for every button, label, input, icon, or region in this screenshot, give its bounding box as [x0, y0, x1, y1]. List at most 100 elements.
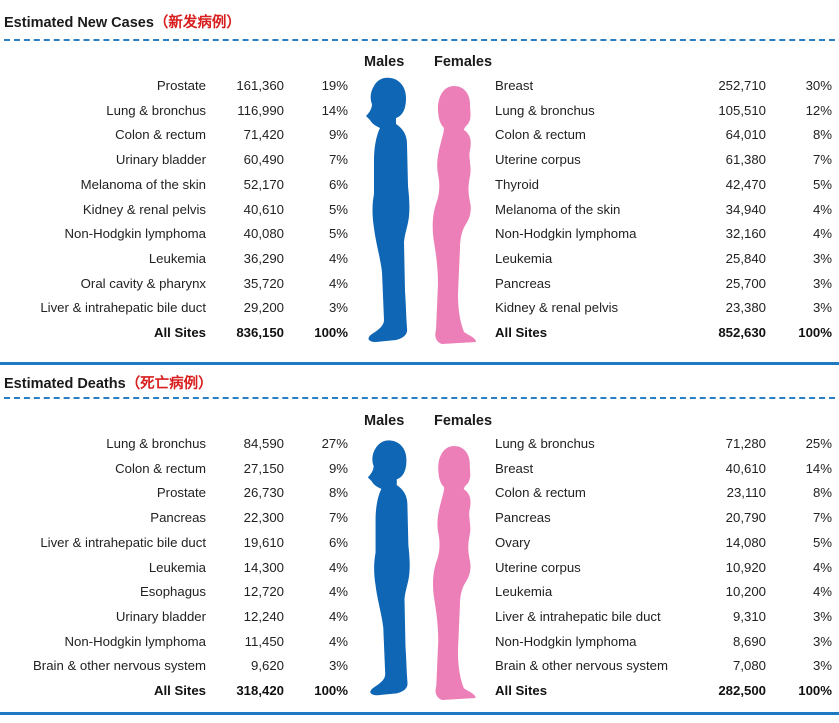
- case-count: 27,150: [243, 460, 284, 476]
- percentage: 3%: [812, 608, 832, 624]
- percentage: 3%: [328, 300, 348, 316]
- percentage: 6%: [328, 176, 348, 192]
- table-row: Pancreas 20,790 7%: [0, 508, 839, 528]
- deaths-panel: Estimated Deaths（死亡病例） Males Females Lun…: [0, 366, 839, 723]
- case-count: 12,240: [243, 608, 284, 624]
- site-label: Non-Hodgkin lymphoma: [495, 226, 637, 242]
- site-label: Breast: [495, 78, 534, 93]
- site-label: Pancreas: [495, 275, 551, 291]
- site-label: Prostate: [156, 485, 206, 501]
- table-row: Prostate 161,360 19%: [0, 76, 839, 96]
- table-row: Leukemia 14,300 4%: [0, 558, 839, 578]
- case-count: 23,110: [726, 485, 766, 501]
- site-label: Leukemia: [495, 250, 553, 266]
- case-count: 11,450: [244, 633, 284, 649]
- case-count: 60,490: [243, 152, 284, 168]
- site-label: Kidney & renal pelvis: [495, 300, 619, 316]
- site-label: Lung & bronchus: [106, 436, 206, 451]
- table-row: Colon & rectum 64,010 8%: [0, 125, 839, 145]
- case-count: 836,150: [236, 325, 284, 340]
- case-count: 23,380: [725, 300, 766, 316]
- site-label: Esophagus: [140, 584, 206, 600]
- site-label: Melanoma of the skin: [495, 201, 621, 217]
- case-count: 64,010: [725, 127, 766, 143]
- table-row: Uterine corpus 61,380 7%: [0, 150, 839, 170]
- site-label: Non-Hodgkin lymphoma: [495, 633, 637, 649]
- percentage: 9%: [328, 460, 348, 476]
- case-count: 52,170: [243, 176, 284, 192]
- case-count: 252,710: [718, 78, 766, 93]
- table-row: All Sites 852,630 100%: [0, 323, 839, 343]
- table-row: Urinary bladder 60,490 7%: [0, 150, 839, 170]
- site-label: Non-Hodgkin lymphoma: [64, 633, 206, 649]
- percentage: 7%: [328, 152, 348, 168]
- table-row: Non-Hodgkin lymphoma 8,690 3%: [0, 632, 839, 652]
- table-row: Urinary bladder 12,240 4%: [0, 607, 839, 627]
- table-row: Lung & bronchus 116,990 14%: [0, 101, 839, 121]
- site-label: Lung & bronchus: [106, 102, 206, 118]
- site-label: Ovary: [495, 534, 531, 550]
- table-row: Pancreas 22,300 7%: [0, 508, 839, 528]
- table-row: Thyroid 42,470 5%: [0, 175, 839, 195]
- site-label: Colon & rectum: [495, 127, 586, 143]
- table-row: Kidney & renal pelvis 23,380 3%: [0, 298, 839, 318]
- percentage: 4%: [812, 201, 832, 217]
- male-silhouette-icon: [366, 77, 410, 343]
- case-count: 9,310: [732, 608, 766, 624]
- site-label: Pancreas: [495, 510, 551, 526]
- new-cases-panel: Estimated New Cases（新发病例） Males Females …: [0, 15, 839, 344]
- deaths-title: Estimated Deaths（死亡病例）: [4, 372, 213, 393]
- case-count: 26,730: [243, 485, 284, 501]
- percentage: 30%: [805, 78, 832, 93]
- table-row: Liver & intrahepatic bile duct 19,610 6%: [0, 533, 839, 553]
- case-count: 40,610: [725, 460, 766, 476]
- site-label: Liver & intrahepatic bile duct: [40, 534, 206, 550]
- case-count: 40,080: [243, 226, 284, 242]
- site-label: All Sites: [495, 325, 548, 340]
- table-row: Brain & other nervous system 9,620 3%: [0, 656, 839, 676]
- site-label: Lung & bronchus: [495, 436, 595, 451]
- case-count: 22,300: [243, 510, 284, 526]
- table-row: Lung & bronchus 84,590 27%: [0, 434, 839, 454]
- table-row: Non-Hodgkin lymphoma 11,450 4%: [0, 632, 839, 652]
- table-row: Colon & rectum 27,150 9%: [0, 459, 839, 479]
- new-cases-title-en: Estimated New Cases: [4, 15, 154, 31]
- table-row: Uterine corpus 10,920 4%: [0, 558, 839, 578]
- female-silhouette-icon: [433, 445, 476, 701]
- site-label: Non-Hodgkin lymphoma: [64, 226, 206, 242]
- site-label: Liver & intrahepatic bile duct: [40, 300, 206, 316]
- percentage: 4%: [812, 226, 832, 242]
- deaths-title-en: Estimated Deaths: [4, 376, 126, 392]
- case-count: 25,700: [725, 275, 766, 291]
- table-row: Non-Hodgkin lymphoma 40,080 5%: [0, 224, 839, 244]
- table-row: Breast 252,710 30%: [0, 76, 839, 96]
- percentage: 100%: [798, 683, 832, 698]
- male-silhouette-icon: [367, 440, 410, 696]
- percentage: 6%: [328, 534, 348, 550]
- case-count: 84,590: [243, 436, 284, 451]
- percentage: 8%: [812, 127, 832, 143]
- new-cases-bottom-rule: [0, 362, 839, 365]
- percentage: 5%: [328, 226, 348, 242]
- percentage: 5%: [812, 534, 832, 550]
- case-count: 29,200: [243, 300, 284, 316]
- site-label: Liver & intrahepatic bile duct: [495, 608, 661, 624]
- case-count: 42,470: [725, 176, 766, 192]
- table-row: Oral cavity & pharynx 35,720 4%: [0, 274, 839, 294]
- percentage: 25%: [805, 436, 832, 451]
- case-count: 12,720: [243, 584, 284, 600]
- case-count: 40,610: [243, 201, 284, 217]
- table-row: Leukemia 25,840 3%: [0, 249, 839, 269]
- percentage: 4%: [328, 608, 348, 624]
- percentage: 4%: [328, 633, 348, 649]
- new-cases-females-header: Females: [434, 54, 493, 70]
- site-label: Uterine corpus: [495, 559, 581, 575]
- table-row: Colon & rectum 23,110 8%: [0, 483, 839, 503]
- percentage: 3%: [812, 250, 832, 266]
- new-cases-divider: [4, 39, 835, 41]
- percentage: 4%: [812, 559, 832, 575]
- deaths-title-cn: （死亡病例）: [125, 376, 213, 392]
- site-label: Pancreas: [150, 510, 206, 526]
- deaths-males-header: Males: [364, 413, 405, 429]
- percentage: 8%: [812, 485, 832, 501]
